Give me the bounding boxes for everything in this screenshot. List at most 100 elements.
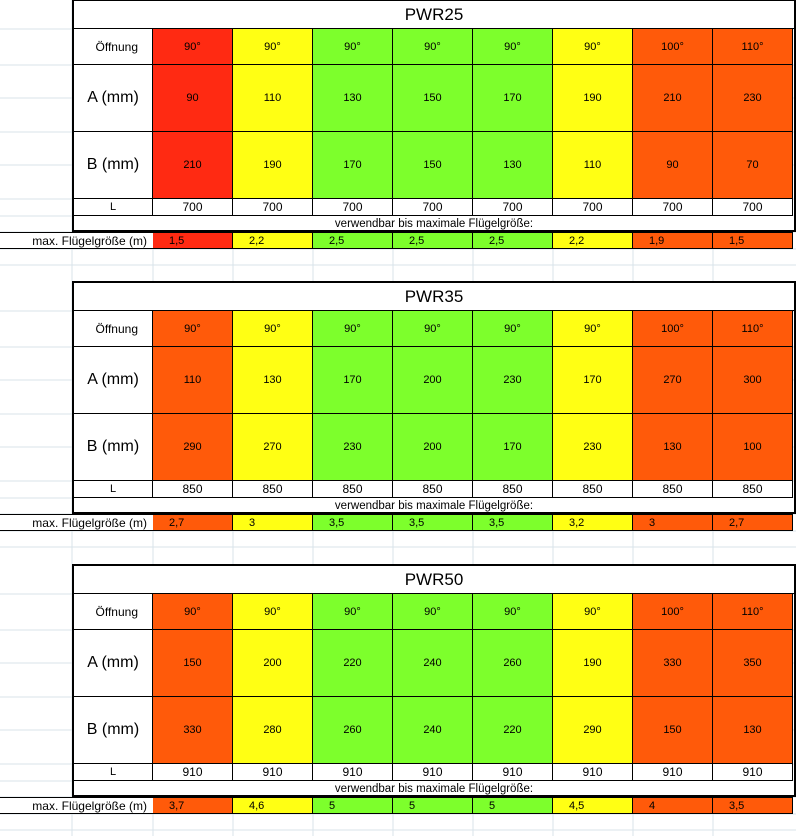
cell-l-value[interactable]: 700 [473,199,553,216]
row-label-max[interactable]: max. Flügelgröße (m) [0,514,153,531]
cell-l-value[interactable]: 910 [233,764,313,781]
cell-l-value[interactable]: 700 [233,199,313,216]
cell-b-value[interactable]: 210 [153,132,233,199]
cell-l-value[interactable]: 700 [633,199,713,216]
cell-b-value[interactable]: 170 [313,132,393,199]
cell-b-value[interactable]: 200 [393,414,473,481]
cell-l-value[interactable]: 850 [713,481,793,498]
usage-caption[interactable]: verwendbar bis maximale Flügelgröße: [72,216,796,232]
cell-l-value[interactable]: 850 [553,481,633,498]
cell-a-value[interactable]: 110 [153,347,233,414]
cell-opening[interactable]: 90° [153,594,233,630]
row-label-b[interactable]: B (mm) [72,414,153,481]
cell-opening[interactable]: 90° [153,29,233,65]
cell-l-value[interactable]: 910 [633,764,713,781]
row-label-a[interactable]: A (mm) [72,347,153,414]
cell-l-value[interactable]: 700 [393,199,473,216]
cell-max-value[interactable]: 5 [313,797,393,814]
cell-a-value[interactable]: 150 [153,630,233,697]
cell-l-value[interactable]: 700 [713,199,793,216]
cell-b-value[interactable]: 130 [713,697,793,764]
cell-b-value[interactable]: 150 [393,132,473,199]
row-label-opening[interactable]: Öffnung [72,594,153,630]
cell-a-value[interactable]: 130 [233,347,313,414]
cell-opening[interactable]: 90° [473,311,553,347]
cell-max-value[interactable]: 3 [233,514,313,531]
cell-a-value[interactable]: 170 [473,65,553,132]
cell-b-value[interactable]: 130 [633,414,713,481]
cell-a-value[interactable]: 200 [393,347,473,414]
block-title[interactable]: PWR25 [72,0,796,29]
row-label-max[interactable]: max. Flügelgröße (m) [0,232,153,249]
row-label-opening[interactable]: Öffnung [72,311,153,347]
cell-max-value[interactable]: 3,5 [473,514,553,531]
cell-a-value[interactable]: 230 [713,65,793,132]
cell-max-value[interactable]: 5 [393,797,473,814]
cell-b-value[interactable]: 280 [233,697,313,764]
cell-max-value[interactable]: 4,5 [553,797,633,814]
cell-a-value[interactable]: 190 [553,630,633,697]
cell-opening[interactable]: 90° [313,29,393,65]
cell-max-value[interactable]: 1,9 [633,232,713,249]
cell-a-value[interactable]: 270 [633,347,713,414]
cell-b-value[interactable]: 260 [313,697,393,764]
row-label-opening[interactable]: Öffnung [72,29,153,65]
cell-max-value[interactable]: 3,5 [313,514,393,531]
cell-l-value[interactable]: 850 [633,481,713,498]
cell-l-value[interactable]: 910 [473,764,553,781]
cell-max-value[interactable]: 2,5 [473,232,553,249]
cell-opening[interactable]: 100° [633,29,713,65]
cell-l-value[interactable]: 910 [153,764,233,781]
cell-l-value[interactable]: 850 [313,481,393,498]
cell-l-value[interactable]: 700 [553,199,633,216]
cell-opening[interactable]: 90° [313,594,393,630]
cell-a-value[interactable]: 150 [393,65,473,132]
cell-b-value[interactable]: 150 [633,697,713,764]
cell-max-value[interactable]: 4,6 [233,797,313,814]
cell-b-value[interactable]: 220 [473,697,553,764]
cell-opening[interactable]: 110° [713,594,793,630]
cell-opening[interactable]: 90° [553,29,633,65]
cell-a-value[interactable]: 300 [713,347,793,414]
cell-b-value[interactable]: 170 [473,414,553,481]
cell-a-value[interactable]: 350 [713,630,793,697]
cell-a-value[interactable]: 190 [553,65,633,132]
cell-l-value[interactable]: 850 [473,481,553,498]
cell-opening[interactable]: 90° [553,311,633,347]
cell-max-value[interactable]: 3,7 [153,797,233,814]
usage-caption[interactable]: verwendbar bis maximale Flügelgröße: [72,781,796,797]
cell-a-value[interactable]: 210 [633,65,713,132]
cell-a-value[interactable]: 330 [633,630,713,697]
cell-b-value[interactable]: 130 [473,132,553,199]
cell-opening[interactable]: 100° [633,594,713,630]
cell-max-value[interactable]: 2,2 [233,232,313,249]
cell-max-value[interactable]: 1,5 [153,232,233,249]
cell-a-value[interactable]: 110 [233,65,313,132]
cell-l-value[interactable]: 910 [393,764,473,781]
cell-b-value[interactable]: 270 [233,414,313,481]
cell-b-value[interactable]: 240 [393,697,473,764]
cell-opening[interactable]: 100° [633,311,713,347]
cell-opening[interactable]: 90° [473,594,553,630]
cell-l-value[interactable]: 910 [713,764,793,781]
row-label-a[interactable]: A (mm) [72,65,153,132]
cell-max-value[interactable]: 2,7 [713,514,793,531]
cell-l-value[interactable]: 700 [153,199,233,216]
cell-a-value[interactable]: 230 [473,347,553,414]
cell-max-value[interactable]: 3,2 [553,514,633,531]
row-label-a[interactable]: A (mm) [72,630,153,697]
cell-b-value[interactable]: 70 [713,132,793,199]
row-label-l[interactable]: L [72,481,153,498]
cell-max-value[interactable]: 2,7 [153,514,233,531]
cell-max-value[interactable]: 2,2 [553,232,633,249]
usage-caption[interactable]: verwendbar bis maximale Flügelgröße: [72,498,796,514]
cell-opening[interactable]: 90° [393,29,473,65]
cell-opening[interactable]: 90° [393,594,473,630]
cell-opening[interactable]: 90° [473,29,553,65]
cell-max-value[interactable]: 5 [473,797,553,814]
cell-l-value[interactable]: 910 [553,764,633,781]
cell-l-value[interactable]: 700 [313,199,393,216]
row-label-b[interactable]: B (mm) [72,132,153,199]
cell-opening[interactable]: 90° [153,311,233,347]
cell-opening[interactable]: 90° [233,594,313,630]
